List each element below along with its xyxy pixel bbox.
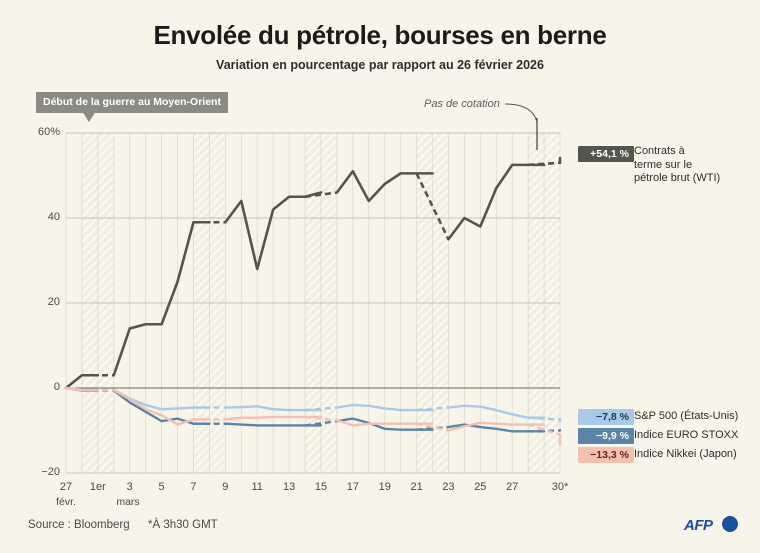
- x-tick-27: 27: [506, 481, 519, 493]
- x-tick-5: 5: [158, 481, 165, 493]
- x-tick-19: 19: [378, 481, 391, 493]
- no-quotation-leader-curve: [504, 103, 538, 123]
- y-tick-40: 40: [47, 211, 60, 223]
- x-tick-25: 25: [474, 481, 487, 493]
- x-tick-27: 27: [59, 481, 73, 493]
- war-callout: Début de la guerre au Moyen-Orient: [36, 92, 228, 113]
- footnote-text: *À 3h30 GMT: [148, 519, 218, 531]
- x-tick-7: 7: [190, 481, 197, 493]
- afp-logo-text: AFP: [684, 517, 713, 534]
- badge-sp500: −7,8 %: [578, 409, 634, 425]
- x-tick-13: 13: [282, 481, 296, 493]
- data-series-lines: [64, 156, 562, 446]
- badge-wti: +54,1 %: [578, 146, 634, 162]
- x-tick-30: 30*: [551, 481, 569, 493]
- x-tick-11: 11: [251, 481, 263, 493]
- horizontal-gridlines: [66, 132, 560, 474]
- legend-wti-line2: terme sur le: [634, 158, 693, 171]
- legend-label-sp500: S&P 500 (États-Unis): [634, 410, 739, 422]
- no-quotation-annotation: Pas de cotation: [424, 98, 500, 110]
- x-tick-17: 17: [346, 481, 359, 493]
- badge-stoxx: −9,9 %: [578, 428, 634, 444]
- y-tick-20: 20: [47, 296, 60, 308]
- x-tick-3: 3: [126, 481, 133, 493]
- legend-wti-line1: Contrats à: [634, 145, 685, 157]
- x-tick-21: 21: [410, 481, 423, 493]
- legend-wti-line3: pétrole brut (WTI): [634, 172, 721, 184]
- x-axis-month-mars: mars: [116, 496, 140, 508]
- x-tick-23: 23: [442, 481, 455, 493]
- x-tick-15: 15: [314, 481, 328, 493]
- legend-label-nikkei: Indice Nikkei (Japon): [634, 448, 737, 460]
- y-tick-60: 60%: [37, 126, 60, 138]
- war-callout-pointer: [82, 111, 96, 122]
- y-tick-neg20: −20: [41, 466, 60, 478]
- page-subtitle: Variation en pourcentage par rapport au …: [216, 58, 544, 72]
- source-text: Source : Bloomberg: [28, 519, 130, 531]
- page-title: Envolée du pétrole, bourses en berne: [153, 20, 607, 50]
- x-tick-9: 9: [222, 481, 229, 493]
- legend-label-wti: Contrats à terme sur le pétrole brut (WT…: [634, 145, 720, 186]
- afp-logo-dot: [722, 516, 738, 532]
- x-axis-month-fevr: févr.: [56, 496, 76, 508]
- x-tick-1er: 1er: [89, 481, 106, 493]
- badge-nikkei: −13,3 %: [578, 447, 634, 463]
- y-tick-0: 0: [53, 381, 60, 393]
- legend-label-stoxx: Indice EURO STOXX: [634, 429, 739, 441]
